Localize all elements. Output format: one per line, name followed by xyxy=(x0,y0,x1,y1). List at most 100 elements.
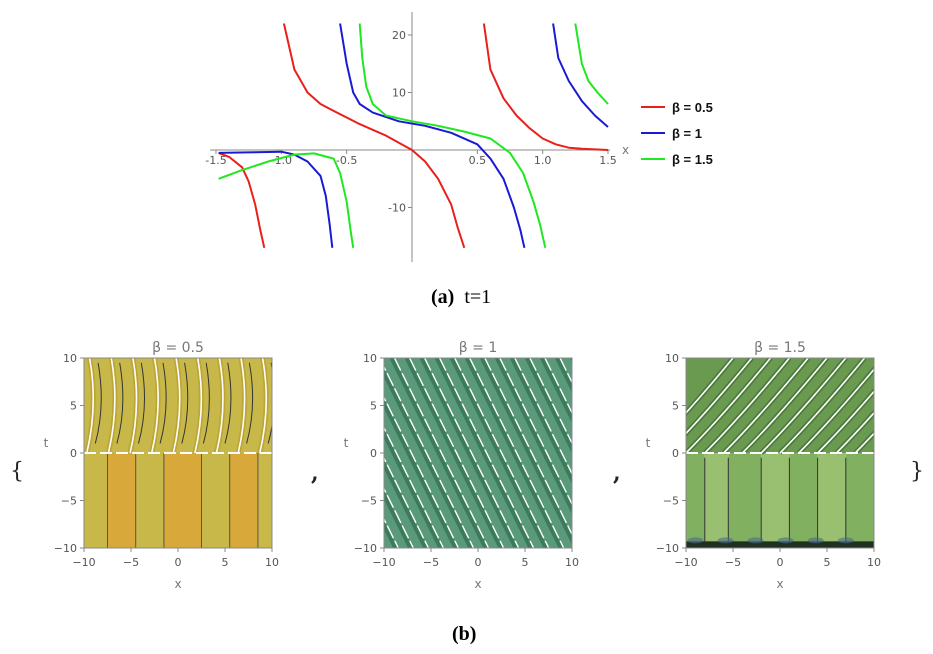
density-streak xyxy=(570,358,572,363)
density-streak xyxy=(384,487,414,548)
density-streak xyxy=(525,358,572,454)
density-streak xyxy=(86,358,95,454)
x-axis-label: x xyxy=(776,577,783,591)
y-tick-label: −10 xyxy=(354,542,377,555)
density-panel-beta-0-5: −10 −5 0 5 10 −10 −5 0 5 10 x t β = 0.5 xyxy=(44,340,279,591)
y-tick-label: 5 xyxy=(672,400,679,413)
y-tick-label: 20 xyxy=(392,29,406,42)
density-band xyxy=(229,453,258,548)
density-blob xyxy=(777,537,794,544)
line-chart-legend: β = 0.5 β = 1 β = 1.5 xyxy=(641,100,713,167)
density-plot-area xyxy=(686,358,874,548)
density-streak xyxy=(384,456,430,548)
density-streak xyxy=(454,358,550,548)
density-panel-beta-1: −10 −5 0 5 10 −10 −5 0 5 10 x t β = 1 xyxy=(259,340,684,591)
density-streak xyxy=(129,358,138,454)
close-brace: } xyxy=(910,459,924,484)
x-tick-label: 1.5 xyxy=(599,154,617,167)
density-streak xyxy=(215,358,224,454)
series-line-2 xyxy=(339,23,526,249)
series-line-3 xyxy=(218,152,355,248)
line-chart-series xyxy=(218,23,609,249)
density-streak xyxy=(484,358,572,536)
series-line-1 xyxy=(218,151,266,249)
y-axis-label: t xyxy=(344,436,349,450)
density-streak xyxy=(686,358,753,435)
density-band xyxy=(789,453,818,548)
series-line-2 xyxy=(552,23,609,128)
density-band xyxy=(761,453,790,548)
density-blob xyxy=(747,537,764,544)
density-panel-beta-1-5: −10 −5 0 5 10 −10 −5 0 5 10 x t β = 1.5 xyxy=(646,340,881,591)
density-streak xyxy=(194,358,203,454)
series-line-3 xyxy=(574,23,609,105)
density-streak xyxy=(469,358,565,548)
density-band xyxy=(135,453,164,548)
density-band xyxy=(686,541,874,548)
series-line-3 xyxy=(358,23,547,249)
density-streak xyxy=(449,358,548,548)
contour-line xyxy=(159,362,167,444)
density-streak xyxy=(575,358,669,548)
x-tick-label: 10 xyxy=(867,556,881,569)
density-streak xyxy=(587,358,681,548)
density-streak xyxy=(271,358,365,548)
density-streak xyxy=(495,358,572,515)
density-streak xyxy=(423,358,520,548)
density-streak xyxy=(286,358,380,548)
contour-line xyxy=(138,362,145,444)
density-streak xyxy=(259,358,353,548)
density-blob xyxy=(687,537,704,544)
caption-b: (b) xyxy=(452,623,476,645)
y-tick-label: −10 xyxy=(656,542,679,555)
density-streak xyxy=(389,358,488,548)
density-streak xyxy=(686,358,734,415)
density-streak xyxy=(464,358,563,548)
density-streak xyxy=(872,449,874,453)
y-axis-label: t xyxy=(44,436,49,450)
density-streak xyxy=(384,490,413,548)
density-streak xyxy=(384,396,460,548)
panel-title: β = 1 xyxy=(459,340,497,356)
x-tick-label: -1.5 xyxy=(205,154,226,167)
separator-2: , xyxy=(613,460,621,486)
density-band xyxy=(257,453,272,548)
density-streak xyxy=(704,358,791,454)
x-tick-label: 0 xyxy=(777,556,784,569)
density-streak xyxy=(172,358,181,454)
series-line-1 xyxy=(282,23,466,249)
legend-label-3: β = 1.5 xyxy=(672,152,713,167)
y-tick-label: 10 xyxy=(392,87,406,100)
x-axis-label: x xyxy=(174,577,181,591)
density-streak xyxy=(873,451,874,453)
x-tick-label: 1.0 xyxy=(534,154,552,167)
density-streak xyxy=(384,429,443,548)
density-band xyxy=(817,453,846,548)
y-tick-label: 10 xyxy=(363,352,377,365)
density-streak xyxy=(529,358,572,445)
x-axis-label: x xyxy=(474,577,481,591)
density-band xyxy=(107,453,136,548)
density-streak xyxy=(107,358,116,454)
density-streak xyxy=(540,358,572,424)
contour-line xyxy=(202,362,210,444)
density-streak xyxy=(237,358,246,454)
x-tick-label: 0 xyxy=(175,556,182,569)
density-streak xyxy=(499,358,572,506)
contour-line xyxy=(224,362,232,444)
y-tick-label: 5 xyxy=(370,400,377,413)
density-plot-area xyxy=(259,358,684,548)
legend-label-2: β = 1 xyxy=(672,126,702,141)
y-tick-label: 0 xyxy=(70,447,77,460)
density-streak xyxy=(590,358,684,548)
density-streak xyxy=(514,358,572,476)
x-tick-label: −5 xyxy=(725,556,741,569)
y-tick-label: −10 xyxy=(54,542,77,555)
density-streak xyxy=(274,358,368,548)
density-streak xyxy=(760,358,847,454)
density-streak xyxy=(384,426,445,548)
density-streak xyxy=(150,358,159,454)
open-brace: { xyxy=(10,459,24,484)
density-streak xyxy=(686,358,772,454)
